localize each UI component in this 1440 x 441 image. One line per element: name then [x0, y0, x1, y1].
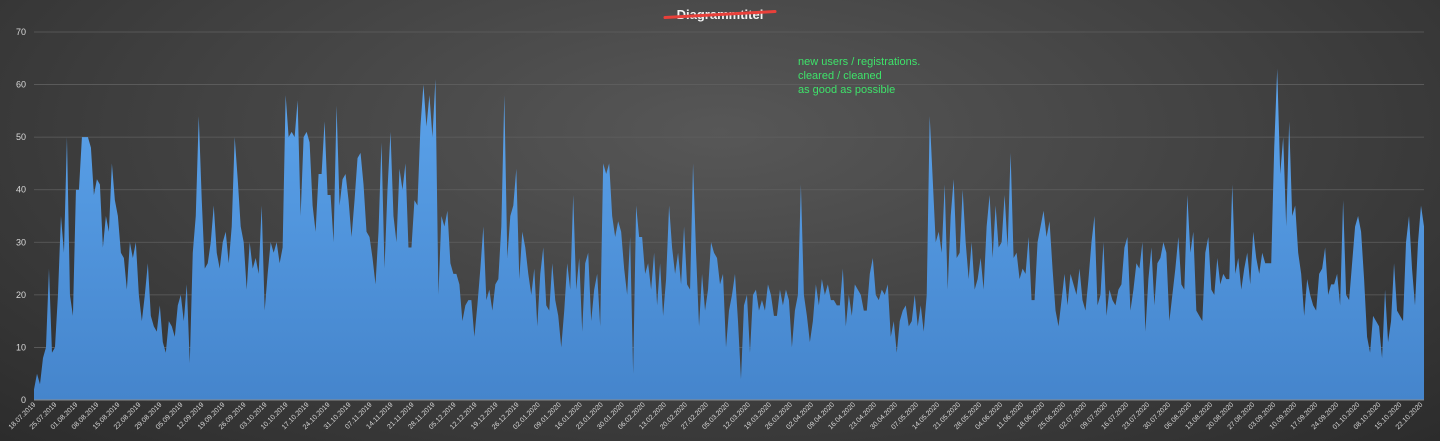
- y-axis: 0 10 20 30 40 50 60 70: [16, 27, 26, 405]
- annotation: new users / registrations. cleared / clea…: [798, 56, 920, 96]
- title-strikethrough: [663, 10, 777, 19]
- gridlines: [34, 31, 1424, 348]
- x-axis: 18.07.201925.07.201901.08.201908.08.2019…: [8, 401, 1425, 431]
- annotation-line: new users / registrations.: [798, 56, 920, 68]
- y-tick-label: 40: [16, 185, 26, 195]
- y-tick-label: 70: [16, 27, 26, 37]
- y-tick-label: 20: [16, 290, 26, 300]
- y-tick-label: 30: [16, 237, 26, 247]
- y-tick-label: 60: [16, 80, 26, 90]
- y-tick-label: 10: [16, 342, 26, 352]
- series-area: [34, 68, 1424, 401]
- y-tick-label: 0: [21, 395, 26, 405]
- annotation-line: cleared / cleaned: [798, 70, 882, 82]
- annotation-line: as good as possible: [798, 84, 895, 96]
- y-tick-label: 50: [16, 132, 26, 142]
